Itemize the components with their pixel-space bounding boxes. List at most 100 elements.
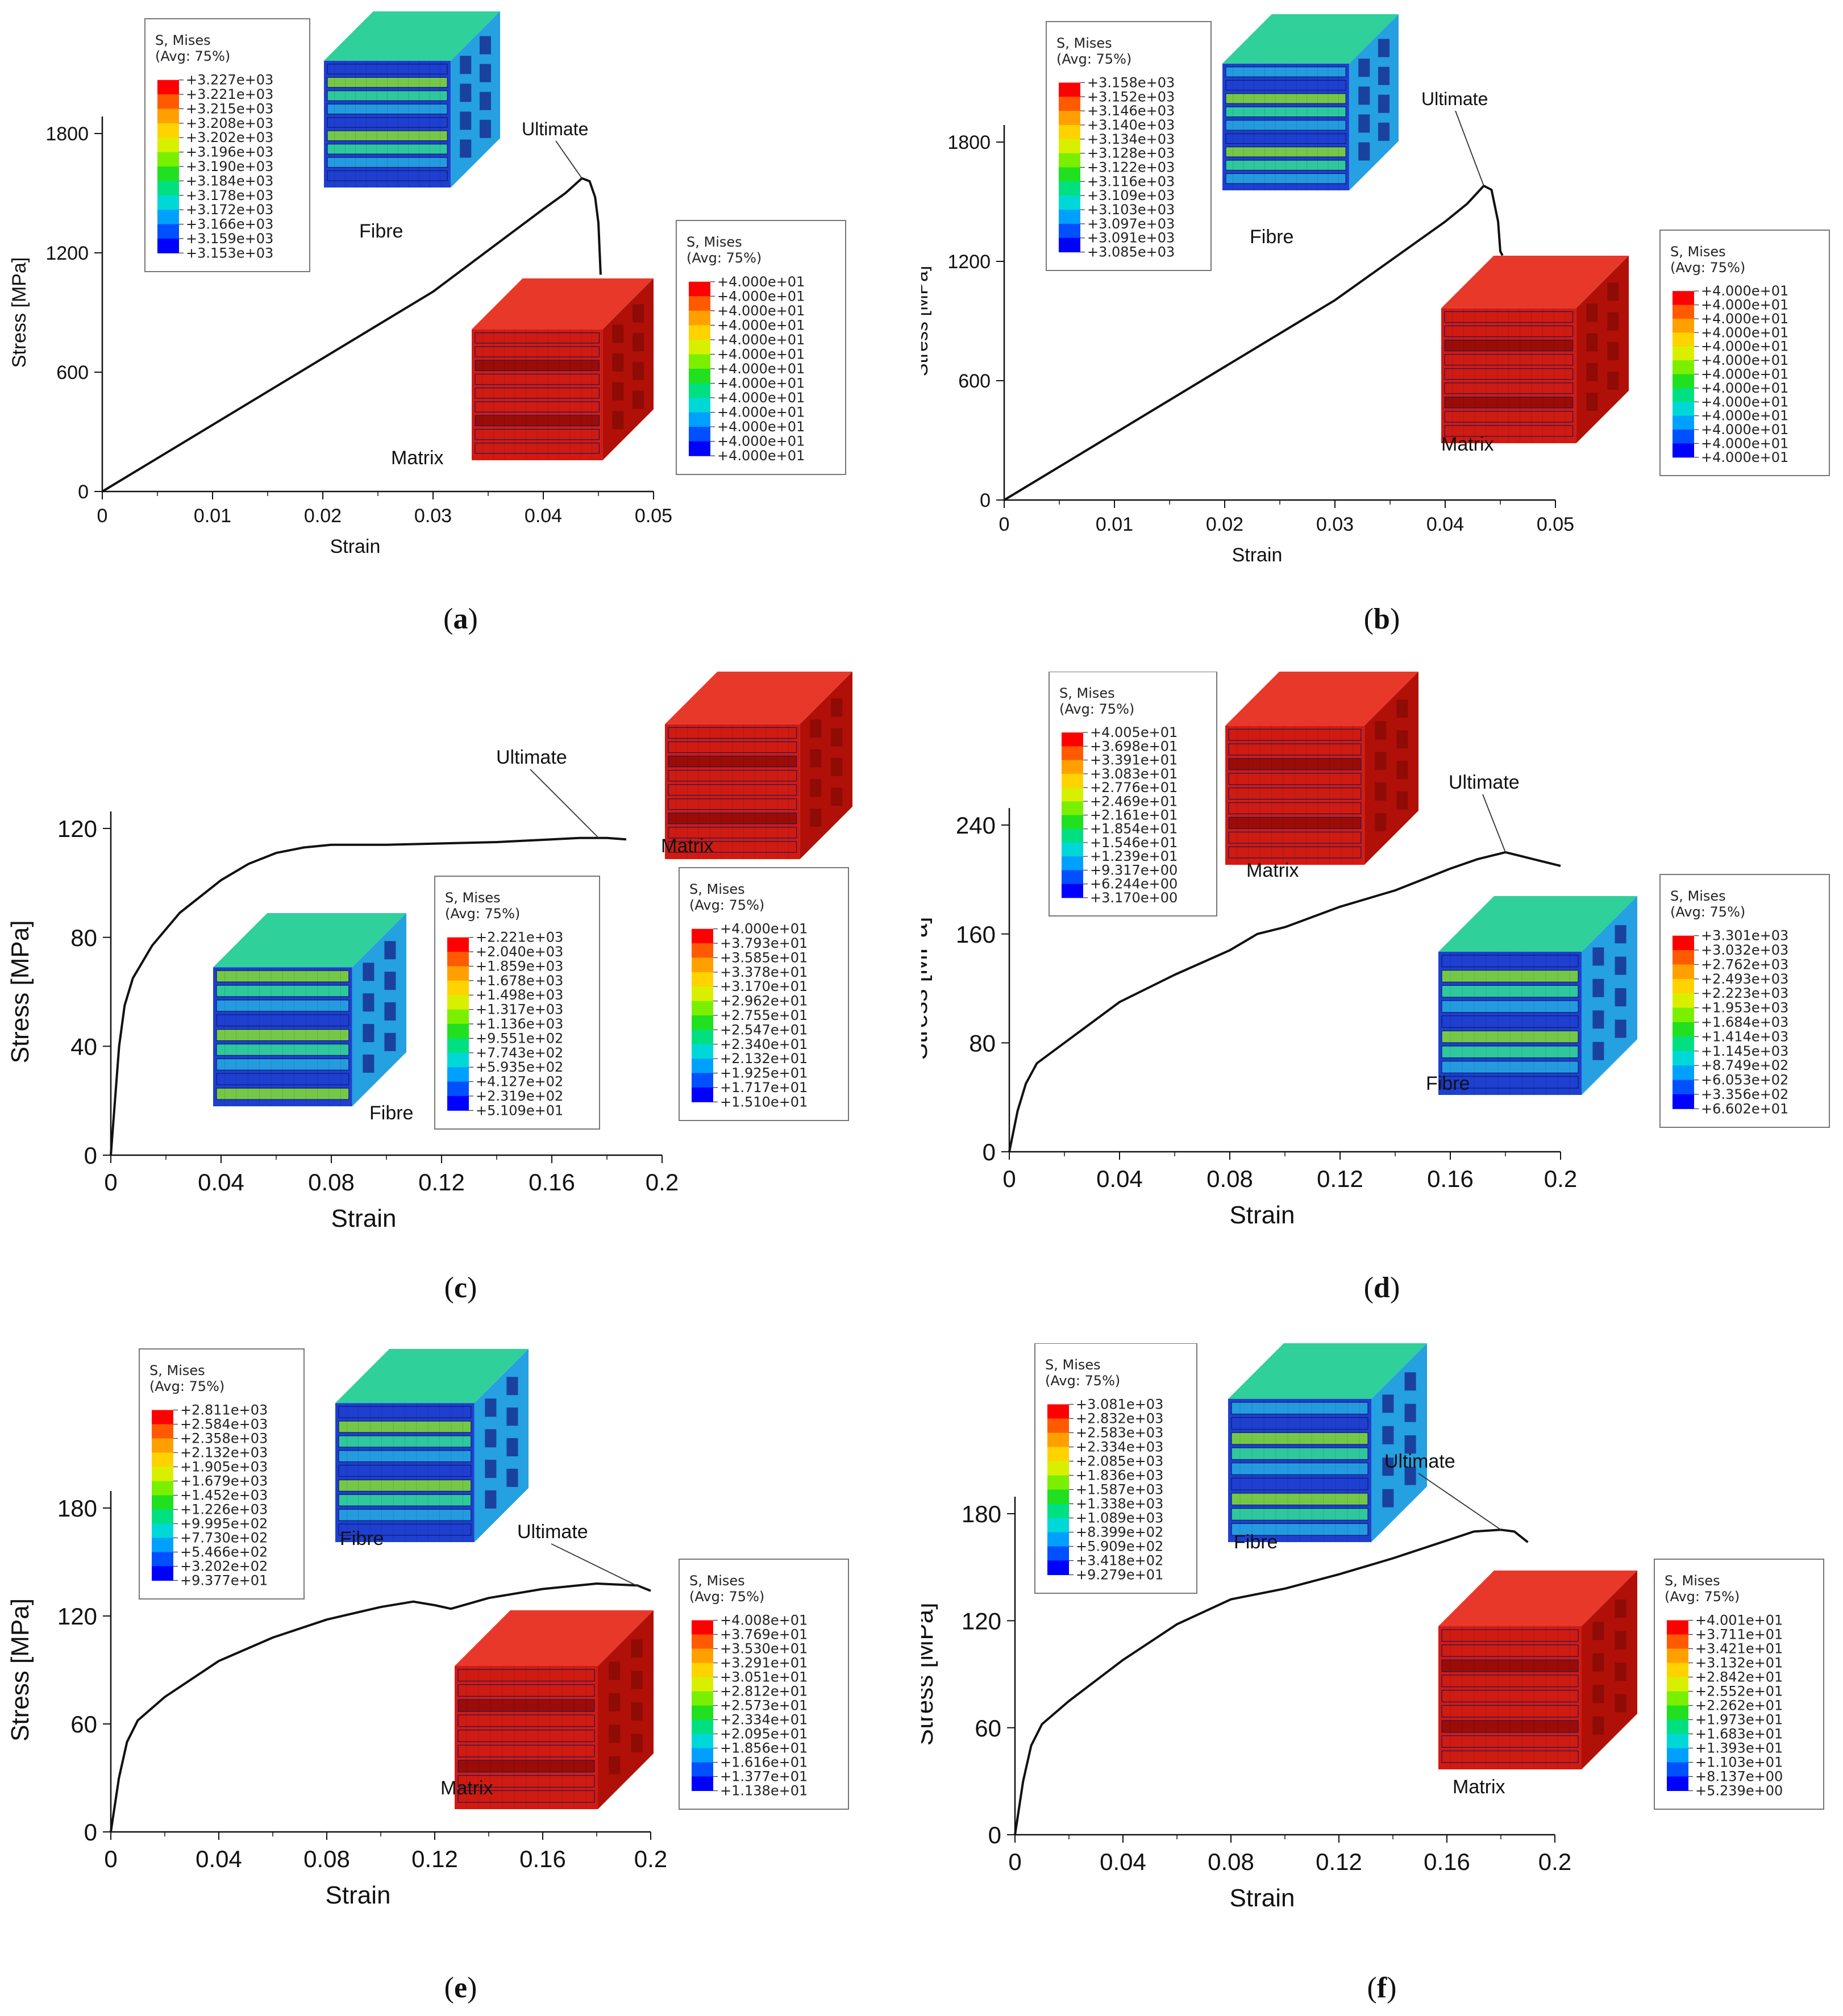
x-tick-label: 0.16 [529, 1169, 575, 1196]
legend-value: +2.755e+01 [720, 1007, 808, 1023]
legend-value: +4.000e+01 [1701, 435, 1788, 451]
annotation-leader-line [1418, 1473, 1501, 1530]
legend-subtitle: (Avg: 75%) [1665, 1589, 1740, 1605]
annotation-matrix: Matrix [440, 1777, 493, 1799]
legend-value: +2.832e+03 [1076, 1411, 1163, 1427]
legend-color-band [157, 80, 179, 95]
y-axis-label: Stress [MPa] [6, 1598, 34, 1742]
legend-value: +4.000e+01 [717, 434, 805, 449]
legend-color-band [447, 1009, 469, 1024]
legend-value: +2.469e+01 [1090, 793, 1178, 809]
legend-color-band [1667, 1762, 1688, 1777]
legend-color-band [1047, 1432, 1069, 1447]
legend-title: S, Mises [149, 1363, 205, 1378]
legend-color-band [1667, 1620, 1688, 1635]
matrix-cube-render [1225, 672, 1418, 865]
legend-color-band [157, 195, 179, 210]
legend-color-band [1047, 1418, 1069, 1433]
legend-subtitle: (Avg: 75%) [1059, 701, 1134, 717]
legend-color-band [1667, 1776, 1688, 1791]
legend-value: +1.684e+03 [1701, 1014, 1788, 1030]
legend-value: +4.001e+01 [1695, 1613, 1783, 1628]
matrix-cube-render [665, 672, 852, 859]
legend-value: +3.109e+03 [1087, 188, 1175, 203]
legend-color-band [1059, 210, 1080, 224]
legend-title: S, Mises [155, 32, 211, 48]
y-axis-label: Stress [MPa] [6, 920, 34, 1064]
legend-value: +9.279e+01 [1076, 1567, 1163, 1583]
legend-color-band [1059, 124, 1080, 140]
legend-subtitle: (Avg: 75%) [155, 48, 230, 64]
x-axis-label: Strain [1232, 544, 1283, 566]
x-axis-label: Strain [330, 536, 381, 557]
legend-value: +1.679e+03 [180, 1473, 268, 1489]
legend-color-band [692, 1059, 713, 1074]
legend-value: +2.132e+03 [180, 1445, 268, 1461]
legend-color-band [692, 986, 713, 1002]
legend-color-band [447, 1067, 469, 1082]
contour-legend-matrix: S, Mises(Avg: 75%)+4.001e+01+3.711e+01+3… [1654, 1559, 1824, 1810]
y-tick-label: 60 [70, 1711, 97, 1738]
x-tick-label: 0.16 [519, 1846, 566, 1872]
chart-f: 0 0.04 0.08 0.12 0.16 0.2 0 60 120 180 Strain Stres… [921, 1343, 1824, 1912]
contour-legend-matrix: S, Mises(Avg: 75%)+4.000e+01+3.793e+01+3… [679, 867, 849, 1121]
legend-value: +4.000e+01 [717, 274, 805, 290]
legend-value: +2.221e+03 [476, 930, 563, 945]
legend-color-band [1047, 1447, 1069, 1461]
annotation-matrix: Matrix [1441, 434, 1494, 455]
y-tick-label: 40 [70, 1033, 97, 1060]
annotation-leader-line [1455, 110, 1484, 186]
legend-value: +1.854e+01 [1090, 821, 1178, 837]
legend-title: S, Mises [1045, 1357, 1101, 1373]
legend-color-band [152, 1467, 173, 1481]
panel-caption-letter: b [1374, 603, 1390, 635]
legend-color-band [1062, 828, 1083, 843]
x-tick-label: 0.03 [1316, 514, 1354, 535]
legend-color-band [447, 1081, 469, 1097]
legend-value: +1.717e+01 [720, 1080, 808, 1096]
legend-color-band [692, 1044, 713, 1059]
legend-value: +4.000e+01 [717, 419, 805, 435]
contour-legend-matrix: S, Mises(Avg: 75%)+4.000e+01+4.000e+01+4… [676, 220, 846, 475]
panel-caption-letter: d [1374, 1272, 1390, 1304]
stress-strain-curve [1014, 1528, 1529, 1835]
legend-color-band [689, 427, 710, 442]
y-tick-label: 0 [84, 1819, 97, 1846]
legend-color-band [1047, 1560, 1069, 1575]
legend-value: +3.291e+01 [720, 1655, 808, 1671]
legend-value: +2.132e+01 [720, 1051, 808, 1067]
legend-value: +1.856e+01 [720, 1740, 808, 1756]
legend-value: +4.000e+01 [1701, 311, 1788, 327]
y-tick-label: 0 [983, 1139, 996, 1165]
legend-color-band [1673, 993, 1694, 1009]
legend-value: +1.953e+03 [1701, 1000, 1788, 1016]
legend-color-band [157, 152, 179, 167]
legend-value: +3.793e+01 [720, 935, 808, 951]
x-tick-label: 0.08 [308, 1169, 355, 1196]
legend-value: +2.552e+01 [1695, 1684, 1783, 1700]
annotation-leader-line [555, 140, 583, 179]
legend-value: +3.132e+01 [1695, 1655, 1783, 1671]
legend-value: +3.152e+03 [1087, 89, 1175, 105]
legend-value: +2.573e+01 [720, 1698, 808, 1714]
legend-value: +5.109e+01 [476, 1102, 563, 1118]
legend-value: +2.812e+01 [720, 1684, 808, 1700]
y-tick-label: 120 [57, 815, 97, 842]
contour-legend-fibre: S, Mises(Avg: 75%)+3.081e+03+2.832e+03+2… [1034, 1343, 1197, 1594]
legend-value: +4.000e+01 [717, 317, 805, 333]
legend-color-band [692, 1691, 713, 1706]
matrix-cube-render [1441, 256, 1629, 443]
y-tick-label: 1200 [45, 243, 89, 264]
legend-color-band [692, 957, 713, 973]
legend-value: +1.338e+03 [1076, 1496, 1163, 1512]
x-tick-label: 0.02 [1206, 514, 1243, 535]
legend-color-band [1059, 195, 1080, 210]
legend-value: +1.859e+03 [476, 958, 563, 974]
legend-color-band [1047, 1503, 1069, 1518]
legend-color-band [1062, 856, 1083, 870]
legend-value: +4.000e+01 [720, 921, 808, 937]
chart-b: 0 0.01 0.02 0.03 0.04 0.05 0 600 1200 1800 Strain S… [921, 14, 1830, 566]
legend-value: +1.973e+01 [1695, 1712, 1783, 1728]
y-tick-label: 160 [956, 921, 996, 948]
legend-color-band [1059, 167, 1080, 182]
